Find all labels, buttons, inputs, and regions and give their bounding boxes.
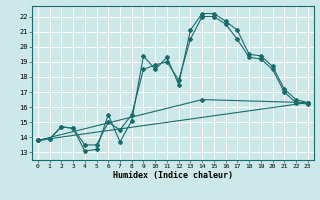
X-axis label: Humidex (Indice chaleur): Humidex (Indice chaleur) [113,171,233,180]
